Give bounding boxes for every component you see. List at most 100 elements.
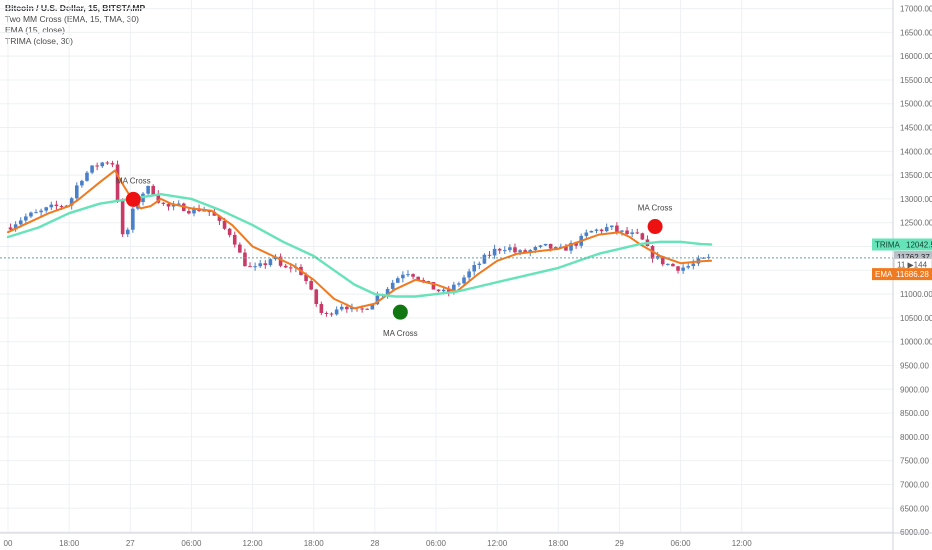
candle-body — [416, 276, 420, 280]
x-tick-label: 18:00 — [59, 539, 80, 548]
candle-body — [390, 282, 395, 289]
candle-body — [222, 220, 227, 229]
candle-body — [446, 289, 451, 293]
candle-body — [339, 306, 344, 310]
candle-body — [212, 212, 217, 216]
candle-body — [385, 288, 390, 295]
candle-body — [100, 162, 105, 167]
y-tick-label: 14000.00 — [900, 147, 932, 156]
y-tick-label: 14500.00 — [900, 124, 932, 133]
candle-body — [238, 244, 242, 253]
candle-body — [365, 308, 370, 310]
ma-cross-marker — [125, 191, 141, 207]
indicator-two-mm-cross[interactable]: Two MM Cross (EMA, 15, TMA, 30) — [5, 14, 139, 24]
candle-body — [105, 162, 110, 164]
candle-body — [39, 210, 43, 213]
indicator-trima[interactable]: TRIMA (close, 30) — [5, 36, 74, 46]
y-tick-label: 15000.00 — [900, 100, 932, 109]
candle-body — [518, 250, 522, 253]
candle-body — [457, 283, 461, 285]
ema-line — [7, 169, 713, 310]
time-axis[interactable]: 00 18:00 27 06:00 12:00 18:00 28 06:00 12:00 18:0… — [0, 532, 932, 548]
candle-body — [508, 247, 512, 251]
y-tick-label: 8000.00 — [900, 433, 929, 442]
candle-body — [625, 230, 629, 235]
candlesticks — [8, 160, 711, 317]
price-tag-value: 11 ▶144 — [897, 261, 928, 270]
candle-body — [314, 289, 319, 305]
candle-body — [492, 248, 497, 256]
candle-body — [120, 200, 125, 235]
candle-body — [268, 259, 273, 266]
ma-cross-marker — [647, 219, 663, 235]
price-axis[interactable]: 6000.006500.007000.007500.008000.008500.… — [892, 0, 932, 550]
candle-body — [319, 304, 324, 313]
candle-body — [202, 210, 206, 212]
candle-body — [441, 289, 446, 292]
candle-body — [324, 312, 329, 314]
y-tick-label: 9500.00 — [900, 361, 929, 370]
candle-body — [569, 242, 573, 251]
candle-body — [411, 274, 415, 277]
candle-body — [161, 202, 166, 204]
candle-body — [574, 242, 578, 246]
candle-body — [599, 229, 604, 232]
candle-body — [564, 246, 568, 251]
candle-body — [29, 212, 33, 217]
candle-body — [258, 263, 263, 267]
y-tick-label: 12500.00 — [900, 219, 932, 228]
y-tick-label: 11000.00 — [900, 290, 932, 299]
ma-cross-label: MA Cross — [116, 176, 151, 185]
candle-body — [85, 172, 89, 181]
indicator-ema[interactable]: EMA (15, close) — [5, 25, 65, 35]
chart-title: Bitcoin / U.S. Dollar, 15, BITSTAMP — [5, 3, 146, 13]
candle-body — [686, 266, 691, 268]
grid — [0, 0, 893, 533]
candle-body — [151, 185, 156, 195]
candle-body — [701, 257, 706, 259]
candle-body — [523, 250, 527, 253]
y-tick-label: 10000.00 — [900, 338, 932, 347]
y-tick-label: 7000.00 — [900, 480, 929, 489]
price-tag-label-bg — [872, 238, 903, 251]
candle-body — [243, 252, 247, 267]
candle-body — [589, 230, 594, 233]
price-tag-bg — [893, 268, 932, 281]
candle-body — [192, 208, 196, 214]
candle-body — [304, 274, 308, 282]
candle-body — [283, 265, 288, 268]
candle-body — [538, 245, 543, 248]
price-tag-bg — [903, 238, 932, 251]
candle-body — [406, 274, 410, 276]
candle-body — [467, 271, 471, 278]
trima-line — [6, 193, 713, 298]
candle-body — [44, 207, 49, 211]
candle-body — [131, 208, 135, 230]
candle-body — [166, 203, 171, 207]
candle-body — [232, 234, 237, 245]
candle-body — [263, 263, 268, 266]
candle-body — [630, 232, 634, 235]
candle-body — [80, 180, 84, 186]
price-tag-label: TRIMA — [875, 240, 901, 249]
candle-body — [472, 264, 477, 272]
x-tick-label: 27 — [126, 539, 135, 548]
candle-body — [436, 289, 441, 292]
candle-body — [309, 281, 313, 290]
price-tag-label-bg — [872, 268, 893, 281]
candle-body — [426, 281, 431, 283]
y-tick-label: 13000.00 — [900, 195, 932, 204]
ma-cross-label: MA Cross — [383, 329, 418, 338]
candle-body — [615, 225, 619, 232]
price-tag-label: EMA — [875, 270, 893, 279]
candle-body — [59, 206, 64, 208]
candle-body — [452, 284, 456, 293]
price-tag-value: 11762.37 — [897, 253, 930, 262]
price-tag-value: 12042.52 — [906, 240, 932, 249]
candle-body — [609, 225, 614, 228]
candle-body — [90, 165, 94, 173]
y-tick-label: 7500.00 — [900, 457, 929, 466]
candle-body — [431, 282, 436, 290]
